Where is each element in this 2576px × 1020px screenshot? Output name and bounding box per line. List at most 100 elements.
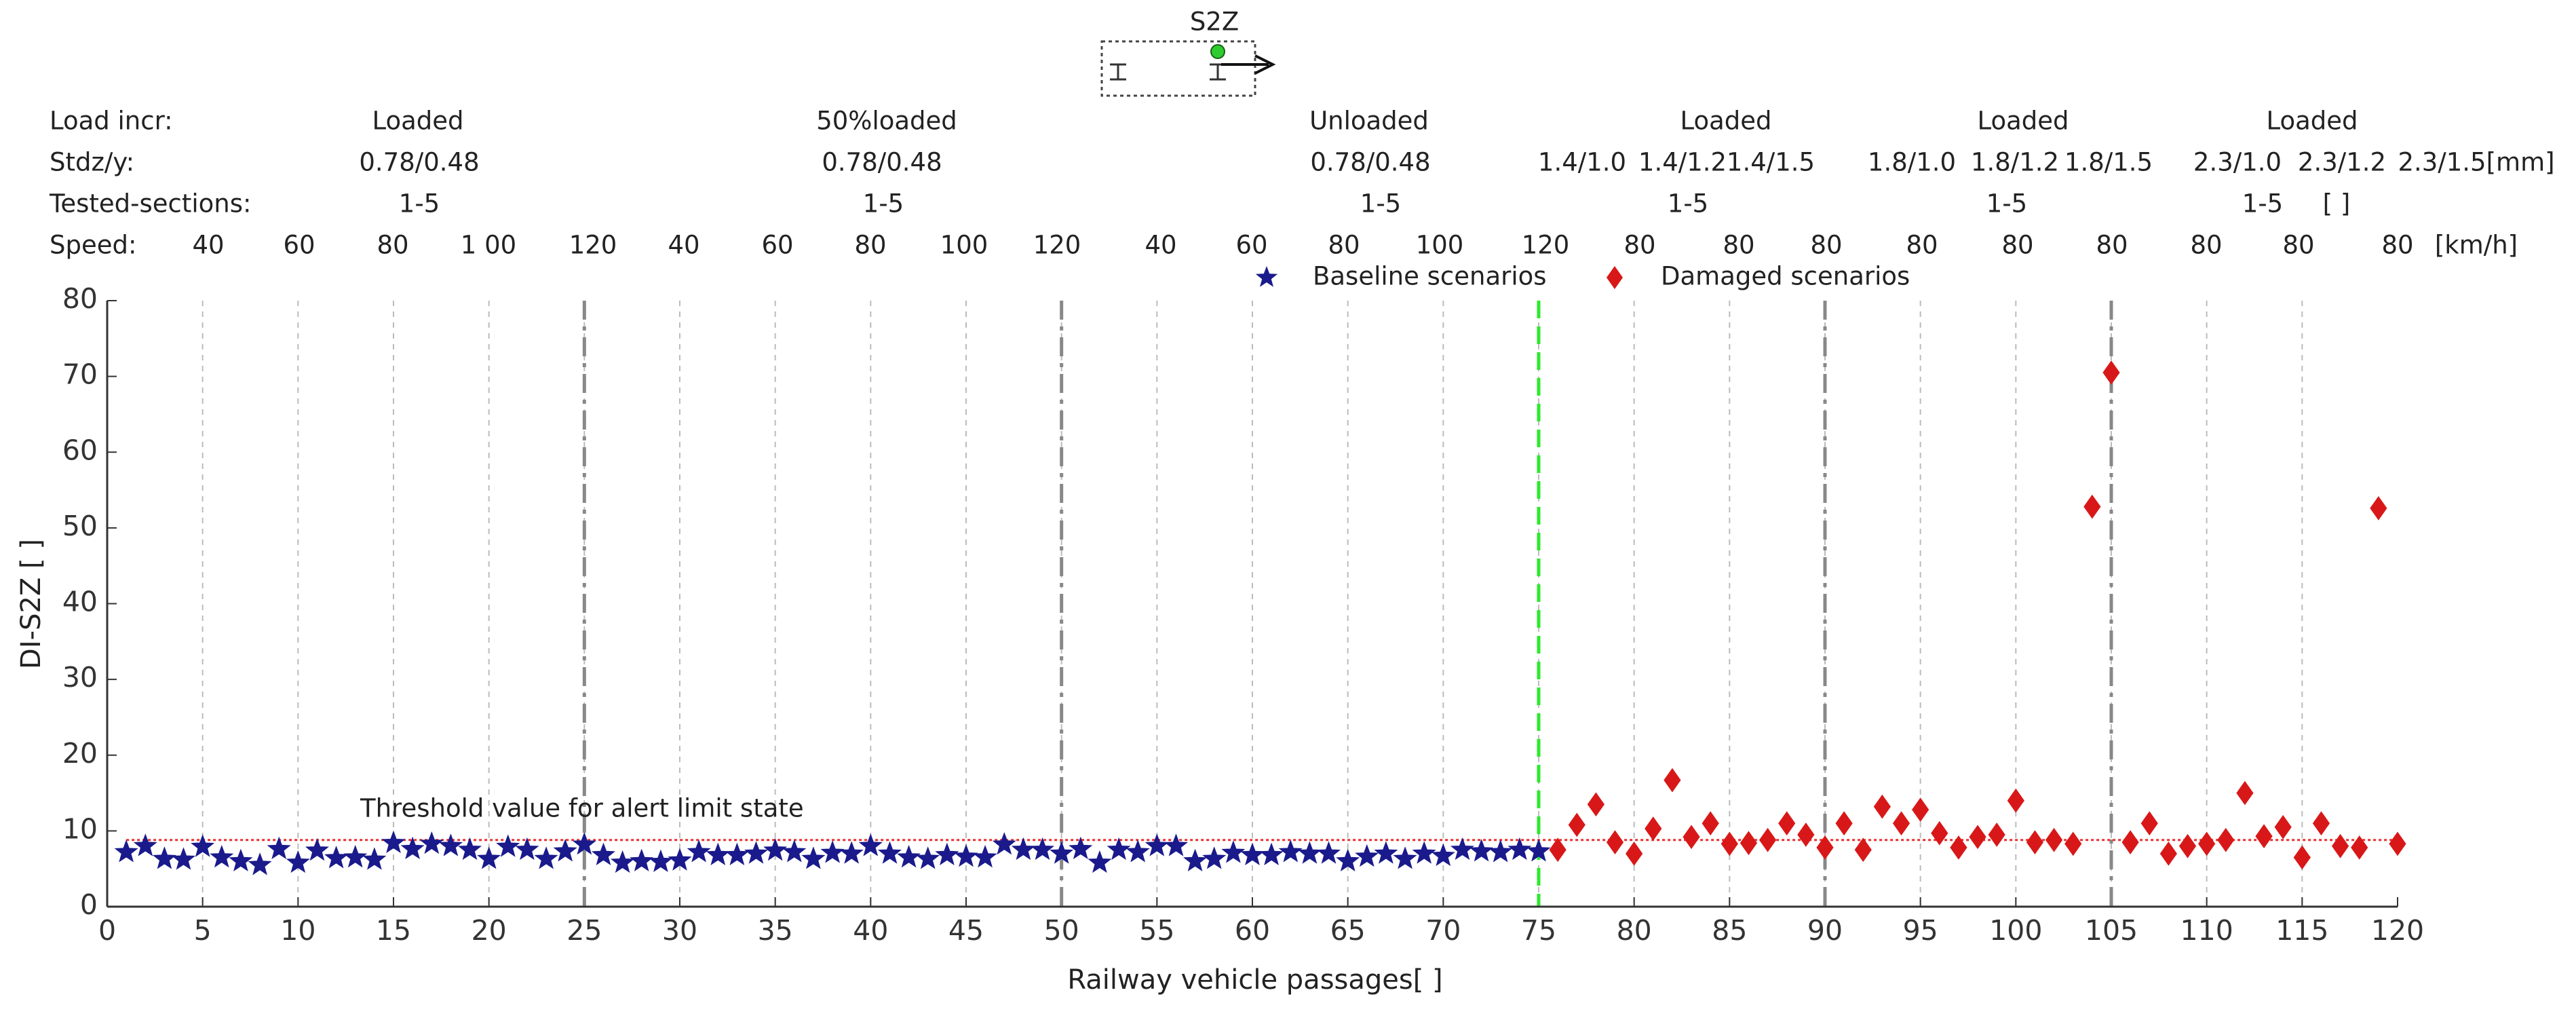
point: [1259, 842, 1284, 865]
header-item: 1.8/1.5: [2064, 148, 2153, 177]
point: [1374, 841, 1398, 864]
x-tick-label: 25: [566, 914, 602, 947]
header-item: 1-5: [1360, 189, 1401, 219]
header-item: 60: [283, 231, 315, 260]
header-label: Load incr:: [50, 107, 173, 136]
y-tick-label: 60: [62, 434, 98, 466]
x-tick-label: 100: [1989, 914, 2042, 947]
point: [477, 846, 501, 869]
point: [1336, 848, 1360, 871]
point: [2331, 833, 2349, 858]
header-item: Unloaded: [1309, 107, 1429, 136]
point: [2236, 780, 2254, 806]
x-tick-label: 45: [948, 914, 984, 947]
x-tick-label: 10: [280, 914, 315, 947]
header-item: 60: [1235, 231, 1267, 260]
point: [1069, 836, 1093, 860]
x-tick-label: 30: [662, 914, 697, 947]
header-item: 2.3/1.0: [2193, 148, 2282, 177]
point: [1645, 816, 1662, 841]
point: [1221, 840, 1246, 863]
x-tick-label: 5: [194, 914, 212, 947]
point: [1240, 842, 1265, 865]
point: [706, 842, 730, 865]
y-tick-label: 10: [62, 812, 98, 845]
y-tick-label: 50: [62, 510, 98, 542]
point: [1393, 846, 1417, 869]
point: [1202, 846, 1227, 869]
point: [1892, 811, 1910, 836]
point: [1950, 835, 1967, 860]
header-item: 120: [569, 231, 617, 260]
header-item: 100: [940, 231, 988, 260]
x-tick-label: 80: [1617, 914, 1652, 947]
point: [572, 832, 596, 855]
y-tick-label: 80: [62, 282, 98, 315]
header-label: Stdz/y:: [50, 148, 134, 177]
point: [1317, 841, 1341, 864]
point: [1031, 837, 1055, 861]
point: [2064, 831, 2082, 856]
point: [229, 848, 253, 871]
legend-marker: [1255, 266, 1278, 287]
header-item: 80: [2381, 231, 2413, 260]
point: [2026, 830, 2044, 854]
x-tick-label: 35: [758, 914, 793, 947]
point: [1664, 768, 1681, 793]
point: [172, 847, 196, 870]
y-axis-label: DI-S2Z [ ]: [16, 539, 47, 669]
point: [458, 837, 482, 861]
header-item: 1-5: [1986, 189, 2027, 219]
threshold-label: Threshold value for alert limit state: [360, 793, 804, 823]
icon-label: S2Z: [1190, 7, 1239, 37]
point: [954, 844, 978, 867]
point: [248, 852, 272, 875]
point: [1568, 812, 1585, 837]
point: [973, 844, 997, 868]
point: [343, 844, 368, 868]
x-tick-label: 85: [1712, 914, 1747, 947]
point: [2351, 835, 2368, 860]
x-tick-label: 90: [1807, 914, 1843, 947]
point: [210, 844, 234, 868]
header-item: 1 00: [461, 231, 516, 260]
legend-label: Damaged scenarios: [1661, 262, 1910, 291]
point: [1854, 837, 1872, 863]
header-item: 80: [2001, 231, 2033, 260]
header-label: Speed:: [50, 231, 136, 260]
point: [2389, 831, 2406, 856]
point: [1488, 839, 1513, 863]
y-tick-label: 70: [62, 358, 98, 391]
point: [1107, 837, 1131, 861]
point: [2102, 360, 2120, 385]
point: [1469, 839, 1494, 862]
header-item: 1.4/1.0: [1538, 148, 1626, 177]
header-item: 1-5: [863, 189, 904, 219]
point: [1720, 831, 1738, 856]
point: [2121, 830, 2139, 854]
point: [820, 840, 845, 863]
x-tick-label: 15: [376, 914, 411, 947]
point: [2293, 845, 2311, 870]
header-item: [km/h]: [2435, 231, 2518, 260]
point: [839, 841, 864, 864]
point: [1758, 827, 1777, 852]
point: [1587, 792, 1605, 817]
header-item: 2.3/1.2: [2298, 148, 2386, 177]
point: [515, 837, 539, 861]
point: [1526, 839, 1551, 862]
point: [1797, 823, 1815, 847]
header-item: 80: [1810, 231, 1842, 260]
point: [1050, 841, 1074, 864]
point: [744, 841, 769, 864]
point: [2217, 827, 2235, 852]
x-tick-label: 0: [98, 914, 116, 947]
x-tick-label: 120: [2371, 914, 2424, 947]
point: [400, 836, 425, 860]
point: [1297, 841, 1322, 864]
x-tick-label: 110: [2180, 914, 2233, 947]
point: [611, 850, 635, 873]
header-item: 0.78/0.48: [822, 148, 942, 177]
header-item: Loaded: [2266, 107, 2358, 136]
point: [877, 841, 902, 864]
